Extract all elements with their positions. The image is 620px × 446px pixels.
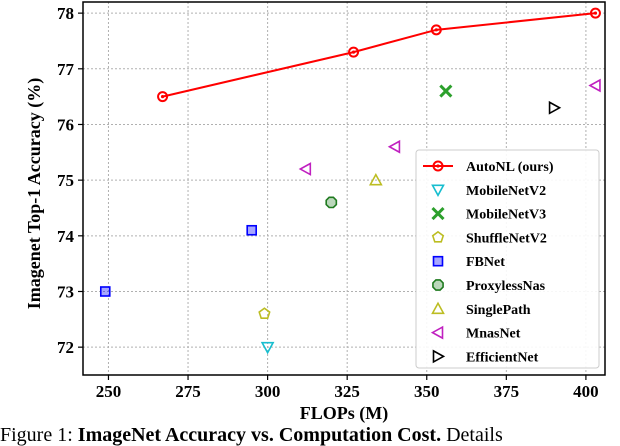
data-point-autonl-ours [589, 7, 601, 19]
series-fbnet [99, 224, 257, 297]
data-point-autonl-ours-ring [430, 24, 442, 36]
data-point-mnasnet [387, 139, 401, 154]
legend-marker-singlepath [431, 301, 445, 315]
legend-item-singlepath: SinglePath [431, 301, 531, 318]
data-point-autonl-ours-ring [157, 91, 169, 103]
caption-text: Details [446, 424, 503, 446]
plot-frame [82, 1, 606, 376]
legend-marker-autonl-ours-dot [436, 164, 440, 168]
data-point-fbnet [246, 224, 257, 236]
x-tick-label: 300 [255, 382, 281, 401]
series-proxylessnas [325, 196, 338, 209]
y-tick-label: 77 [57, 60, 75, 79]
y-tick-label: 76 [57, 115, 74, 134]
legend-marker-efficientnet [432, 349, 446, 364]
y-tick-label: 73 [57, 282, 74, 301]
series-autonl-ours [157, 7, 601, 103]
data-point-autonl-ours-ring [348, 46, 360, 58]
legend-marker-mobilenetv3 [431, 207, 445, 221]
legend-label-autonl-ours: AutoNL (ours) [466, 160, 554, 175]
grid-lines [83, 2, 605, 375]
data-point-autonl-ours-dot [434, 28, 438, 32]
data-point-autonl-ours-dot [351, 50, 356, 54]
legend-label-mobilenetv3: MobileNetV3 [466, 208, 546, 223]
data-point-autonl-ours [348, 46, 360, 58]
data-point-autonl-ours-dot [160, 95, 165, 99]
legend-marker-mnasnet [430, 325, 444, 340]
data-point-fbnet [99, 286, 111, 297]
legend-label-shufflenetv2: ShuffleNetV2 [466, 231, 547, 246]
x-tick-label: 400 [573, 382, 599, 401]
legend-label-mobilenetv2: MobileNetV2 [466, 184, 546, 199]
legend-item-mnasnet: MnasNet [430, 325, 521, 342]
legend-marker-mobilenetv2 [431, 184, 445, 197]
legend-label-efficientnet: EfficientNet [466, 350, 539, 365]
data-point-efficientnet [548, 100, 562, 115]
x-tick-label: 275 [175, 382, 201, 401]
legend-label-fbnet: FBNet [466, 255, 505, 270]
legend-marker-autonl-ours-ring [432, 160, 444, 172]
series-singlepath [368, 172, 383, 186]
y-tick-label: 78 [57, 4, 74, 23]
data-point-shufflenetv2 [258, 307, 271, 320]
x-axis-label: FLOPs (M) [300, 403, 388, 424]
caption-prefix: Figure 1: [0, 424, 73, 446]
legend-label-mnasnet: MnasNet [466, 327, 521, 342]
legend-marker-autonl-ours [432, 160, 444, 172]
legend-item-shufflenetv2: ShuffleNetV2 [431, 230, 547, 246]
legend-item-proxylessnas: ProxylessNas [432, 279, 546, 294]
y-axis-label: Imagenet Top-1 Accuracy (%) [24, 78, 45, 309]
axes: 250 275 300 325 350 375 400 72 73 74 75 76 77 78 FLOPs… [24, 1, 606, 424]
y-tick-label: 74 [57, 227, 75, 246]
legend-marker-shufflenetv2 [431, 230, 445, 243]
data-point-autonl-ours-dot [593, 11, 598, 15]
x-tick-label: 350 [414, 382, 440, 401]
data-point-proxylessnas [325, 196, 338, 209]
series-line-autonl-ours [162, 12, 596, 98]
data-point-singlepath [368, 172, 383, 186]
legend-label-proxylessnas: ProxylessNas [466, 279, 546, 294]
y-tick-label: 72 [57, 338, 74, 357]
series-mnasnet [298, 78, 601, 176]
data-point-mobilenetv3 [439, 84, 453, 98]
x-tick-label: 375 [494, 382, 520, 401]
series-mobilenetv3 [439, 84, 453, 98]
legend-item-efficientnet: EfficientNet [432, 349, 539, 365]
figure-caption: Figure 1: ImageNet Accuracy vs. Computat… [0, 424, 620, 446]
data-series [99, 7, 601, 355]
legend-item-mobilenetv2: MobileNetV2 [431, 184, 546, 199]
series-efficientnet [548, 100, 562, 115]
legend-box [415, 149, 600, 369]
data-point-mnasnet [298, 162, 312, 176]
legend: AutoNL (ours) MobileNetV2 MobileNetV3 Shuff… [415, 149, 600, 369]
series-mobilenetv2 [260, 341, 275, 355]
x-tick-label: 325 [334, 382, 360, 401]
legend-item-autonl-ours: AutoNL (ours) [423, 160, 554, 175]
legend-marker-proxylessnas [432, 279, 444, 291]
x-tick-label: 250 [96, 382, 122, 401]
legend-item-fbnet: FBNet [432, 255, 505, 270]
legend-label-singlepath: SinglePath [466, 303, 531, 318]
legend-marker-fbnet [432, 255, 444, 267]
data-point-mobilenetv2 [260, 341, 275, 355]
series-shufflenetv2 [258, 307, 271, 320]
data-point-autonl-ours-ring [589, 7, 601, 19]
data-point-mobilenetv3-stroke-b [439, 84, 453, 98]
data-point-autonl-ours [430, 24, 442, 36]
chart: 250 275 300 325 350 375 400 72 73 74 75 76 77 78 FLOPs… [24, 1, 606, 424]
data-point-autonl-ours [157, 91, 169, 103]
legend-marker-mobilenetv3-stroke-b [431, 207, 445, 221]
y-tick-label: 75 [57, 171, 74, 190]
legend-item-mobilenetv3: MobileNetV3 [431, 207, 546, 223]
data-point-mnasnet [588, 78, 601, 93]
caption-title: ImageNet Accuracy vs. Computation Cost. [77, 424, 442, 446]
